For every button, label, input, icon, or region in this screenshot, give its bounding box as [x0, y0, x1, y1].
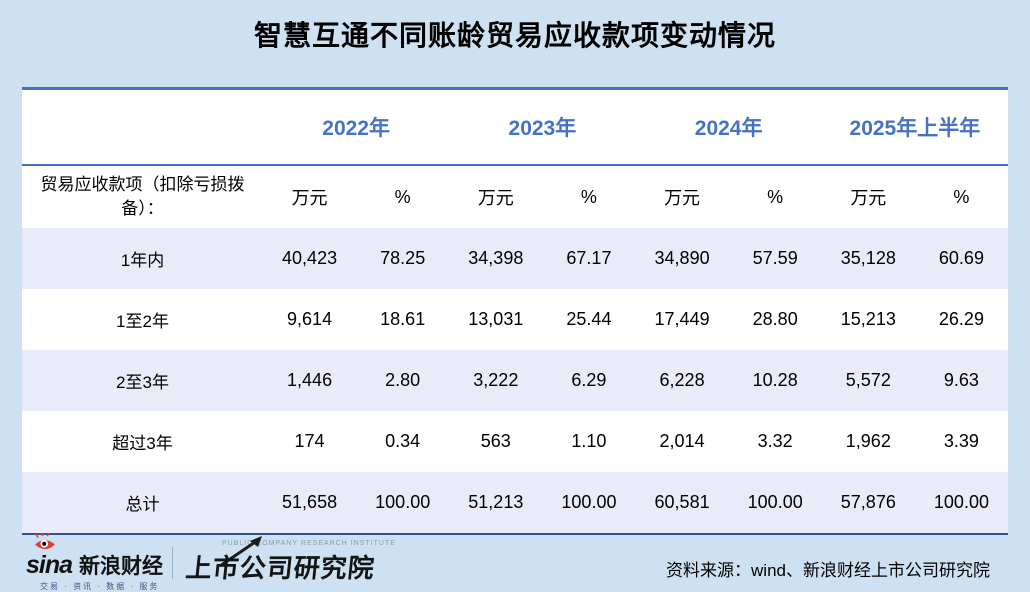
table-row-within-1-year: 1年内 40,423 78.25 34,398 67.17 34,890 57.…: [22, 228, 1008, 289]
table-cell: 18.61: [380, 309, 426, 329]
table-cell: 100.00: [561, 492, 617, 512]
receivables-table: 2022年 2023年 2024年 2025年上半年 贸易应收款项（扣除亏损拨备…: [22, 87, 1008, 535]
table-cell: 10.28: [752, 370, 798, 390]
institute-en-text: PUBLIC COMPANY RESEARCH INSTITUTE: [222, 540, 396, 547]
table-cell: 100.00: [375, 492, 431, 512]
table-cell: 13,031: [468, 309, 524, 329]
table-cell: 17,449: [654, 309, 710, 329]
table-cell: 563: [480, 431, 511, 451]
unit-header-row: 贸易应收款项（扣除亏损拨备）： 万元 % 万元 % 万元 % 万元 %: [22, 166, 1008, 228]
year-header-2025h1: 2025年上半年: [849, 117, 981, 140]
table-cell: 174: [294, 431, 325, 451]
table-cell: 1,962: [845, 431, 891, 451]
table-cell: 35,128: [840, 248, 896, 268]
unit-header: %: [394, 186, 411, 207]
table-cell: 3.32: [757, 431, 793, 451]
table-row-over-3-years: 超过3年 174 0.34 563 1.10 2,014 3.32 1,962 …: [22, 411, 1008, 472]
table-cell: 100.00: [747, 492, 803, 512]
year-header-2024: 2024年: [694, 117, 763, 140]
unit-header: %: [580, 186, 597, 207]
unit-header: %: [953, 186, 970, 207]
table-cell: 6,228: [659, 370, 705, 390]
table-cell: 28.80: [752, 309, 798, 329]
table-cell: 25.44: [566, 309, 612, 329]
table-cell: 9,614: [287, 309, 333, 329]
row-label: 2至3年: [116, 373, 169, 392]
rising-arrow-icon: [219, 536, 262, 568]
table-cell: 2,014: [659, 431, 705, 451]
table-cell: 57,876: [840, 492, 896, 512]
table-cell: 26.29: [938, 309, 984, 329]
table-cell: 34,398: [468, 248, 524, 268]
table-cell: 51,658: [282, 492, 338, 512]
table-cell: 57.59: [752, 248, 798, 268]
table-cell: 60.69: [938, 248, 984, 268]
year-header-row: 2022年 2023年 2024年 2025年上半年: [22, 87, 1008, 166]
sina-eye-icon: [35, 533, 55, 550]
row-label: 1至2年: [116, 312, 169, 331]
year-header-2023: 2023年: [508, 117, 577, 140]
institute-name-text: 上市公司研究院: [184, 553, 377, 583]
sina-finance-logo: sina 新浪财经 交易 · 资讯 · 数据 · 服务: [26, 533, 164, 592]
table-cell: 9.63: [943, 370, 979, 390]
row-label: 总计: [125, 495, 160, 514]
sina-wordmark: sina: [26, 551, 73, 579]
unit-header: 万元: [477, 188, 514, 208]
unit-header: 万元: [664, 188, 701, 208]
table-cell: 2.80: [385, 370, 421, 390]
table-cell: 3.39: [943, 431, 979, 451]
row-label: 1年内: [120, 251, 165, 270]
table-cell: 15,213: [840, 309, 896, 329]
table-cell: 67.17: [566, 248, 612, 268]
sina-brand-text: 新浪财经: [79, 555, 164, 578]
row-header-label: 贸易应收款项（扣除亏损拨备）：: [40, 175, 245, 218]
unit-header: 万元: [291, 188, 328, 208]
table-row-total: 总计 51,658 100.00 51,213 100.00 60,581 10…: [22, 472, 1008, 535]
table-cell: 60,581: [654, 492, 710, 512]
page-title: 智慧互通不同账龄贸易应收款项变动情况: [253, 20, 776, 51]
table-cell: 6.29: [571, 370, 607, 390]
institute-logo: PUBLIC COMPANY RESEARCH INSTITUTE 上市公司研究…: [184, 536, 426, 585]
table-cell: 0.34: [385, 431, 421, 451]
row-label: 超过3年: [112, 434, 173, 453]
year-header-2022: 2022年: [322, 117, 390, 140]
table-cell: 34,890: [654, 248, 710, 268]
table-row-2-to-3-years: 2至3年 1,446 2.80 3,222 6.29 6,228 10.28 5…: [22, 350, 1008, 411]
data-source-note: 资料来源：wind、新浪财经上市公司研究院: [666, 561, 990, 580]
table-cell: 51,213: [468, 492, 524, 512]
footer-divider: [172, 547, 173, 579]
table-cell: 5,572: [845, 370, 891, 390]
table-cell: 40,423: [282, 248, 338, 268]
table-row-1-to-2-years: 1至2年 9,614 18.61 13,031 25.44 17,449 28.…: [22, 289, 1008, 350]
table-cell: 3,222: [473, 370, 519, 390]
unit-header: 万元: [850, 188, 887, 208]
table-cell: 78.25: [380, 248, 426, 268]
unit-header: %: [767, 186, 784, 207]
table-cell: 1.10: [571, 431, 607, 451]
sina-tagline: 交易 · 资讯 · 数据 · 服务: [40, 582, 160, 591]
table-cell: 100.00: [933, 492, 989, 512]
table-cell: 1,446: [287, 370, 333, 390]
